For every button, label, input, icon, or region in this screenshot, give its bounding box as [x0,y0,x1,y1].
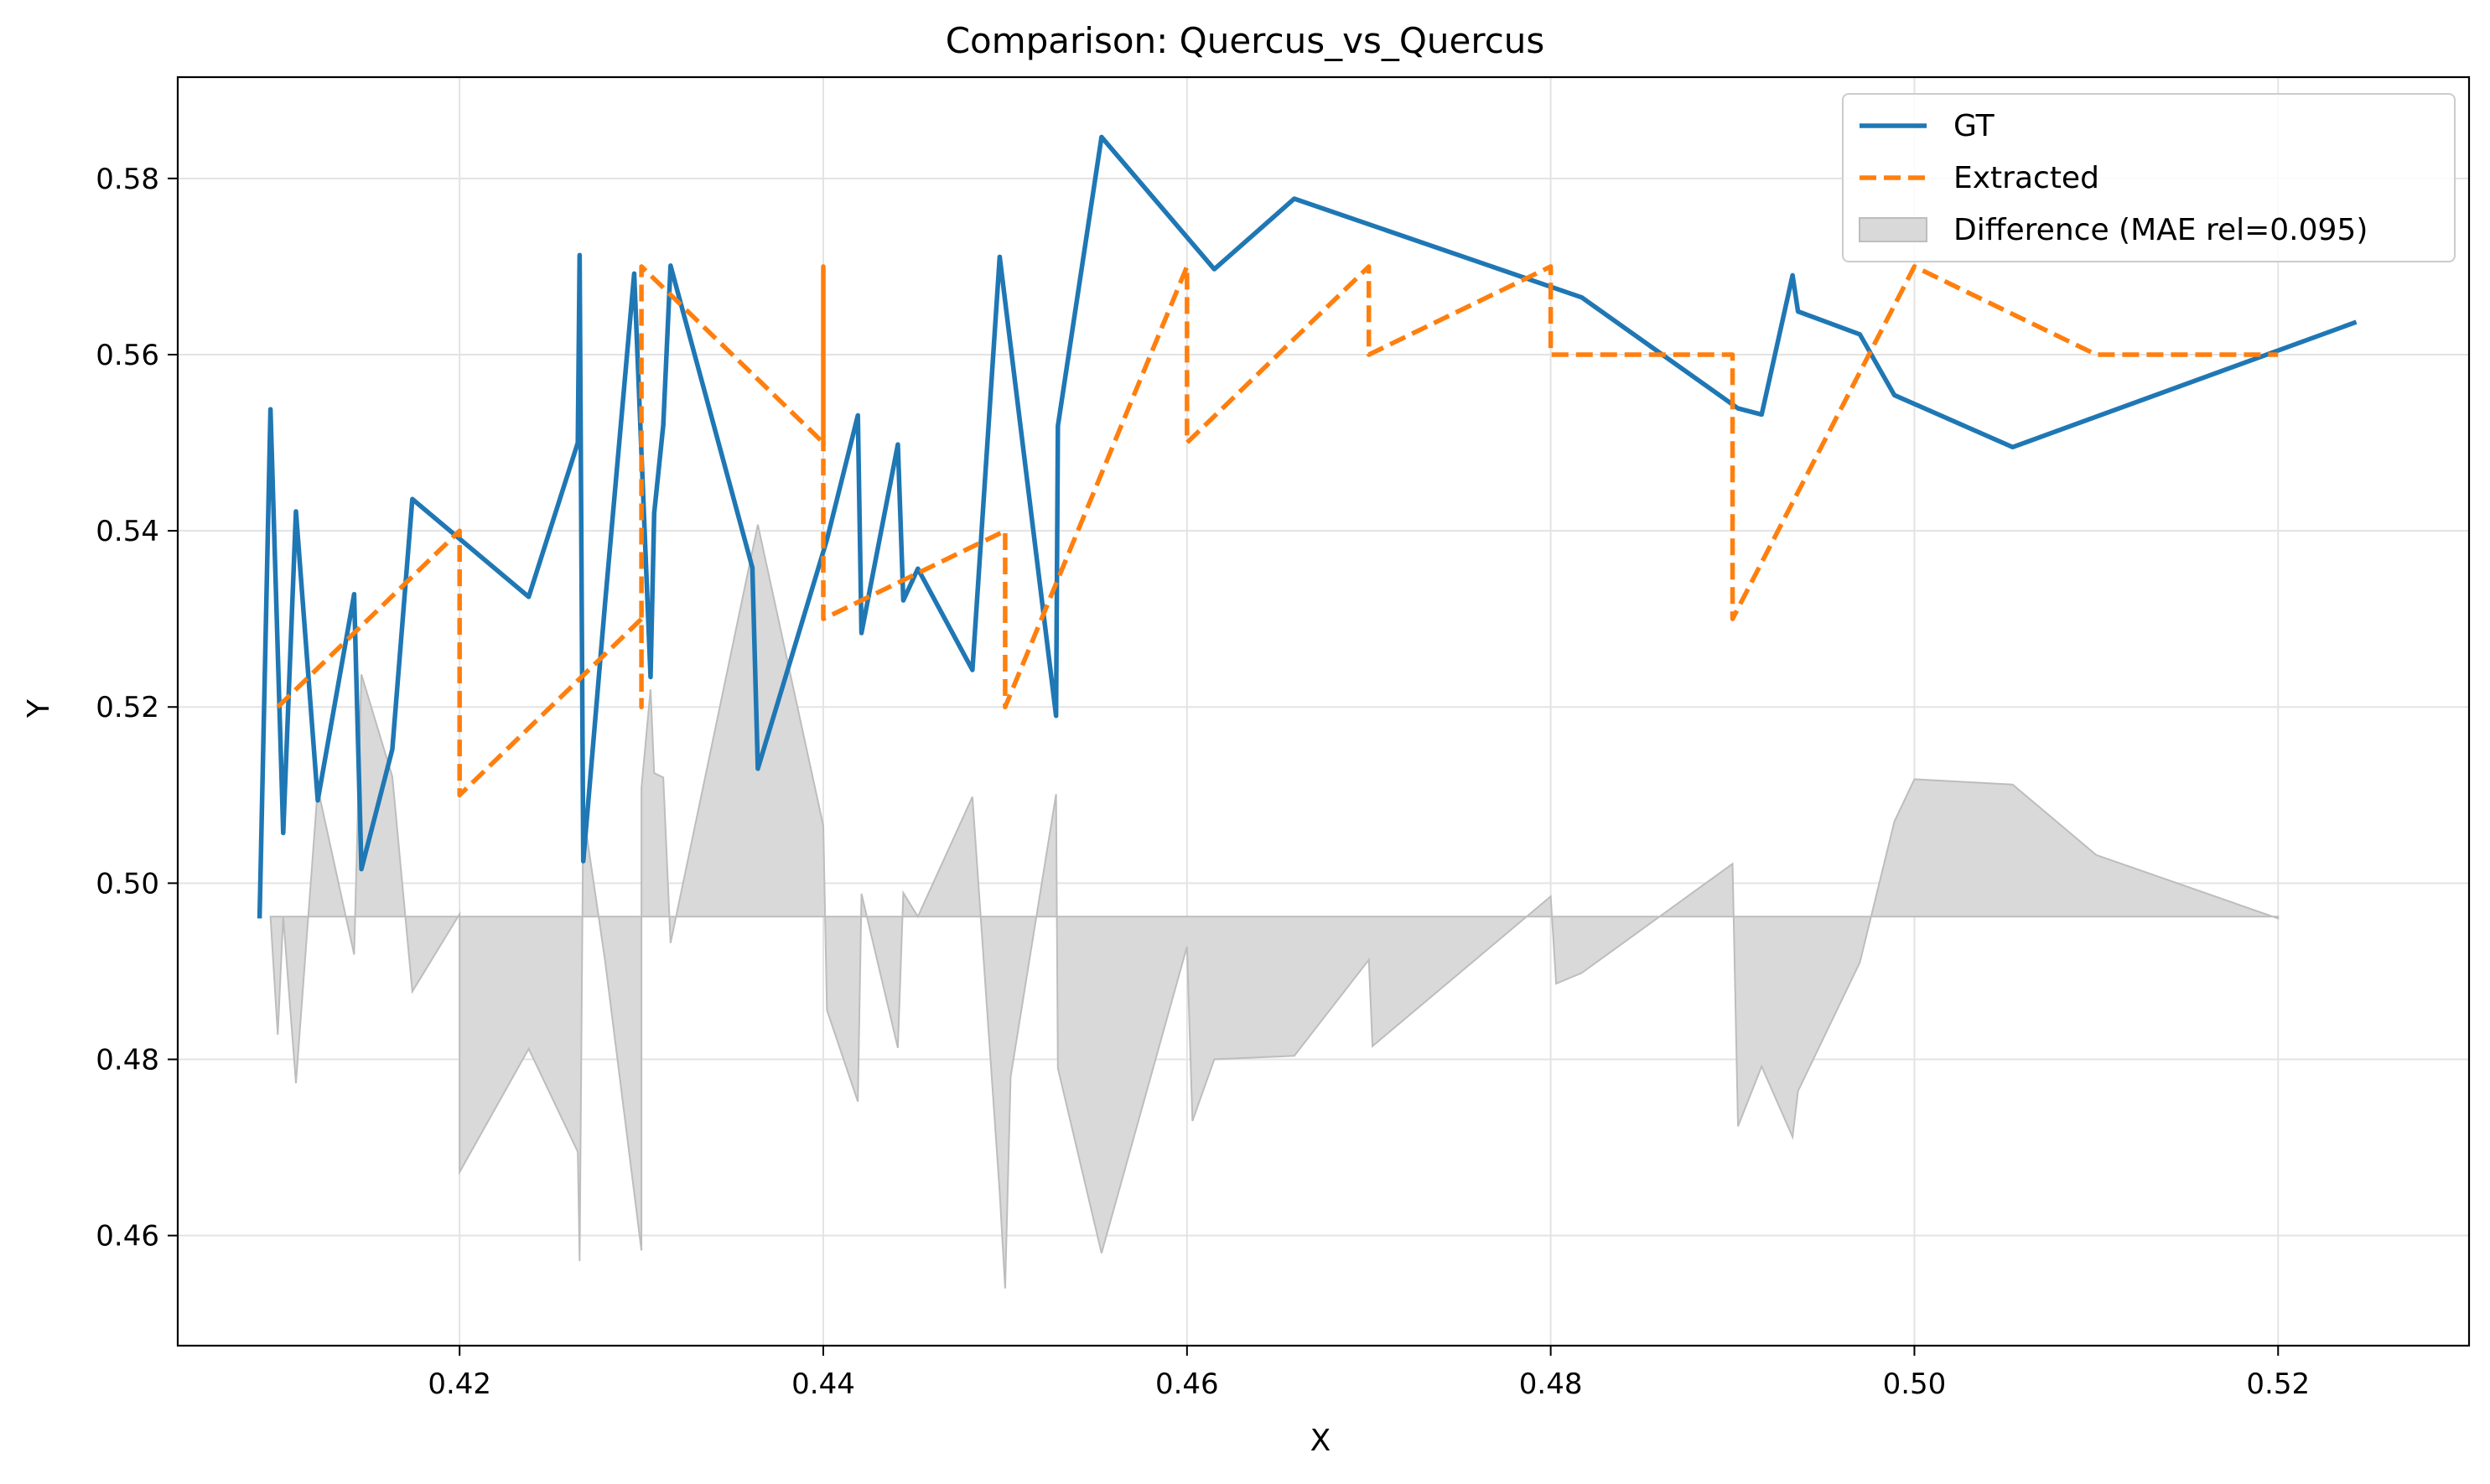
x-axis-label: X [1310,1424,1331,1458]
y-tick-label-5: 0.56 [96,339,159,372]
plot-frame [176,75,2471,1347]
x-tick-label-2: 0.46 [1155,1367,1219,1401]
chart-title: Comparison: Quercus_vs_Quercus [946,20,1545,61]
legend-label-difference: Difference (MAE rel=0.095) [1953,213,2368,247]
x-tick-label-1: 0.44 [791,1367,855,1401]
y-tick-label-1: 0.48 [96,1044,159,1077]
y-tick-label-4: 0.54 [96,515,159,548]
axis-ticks: 0.42 0.44 0.46 0.48 0.50 0.52 0.46 0.48 0.50 0.52… [96,163,2310,1401]
y-axis-label: Y [22,698,56,719]
y-tick-label-0: 0.46 [96,1220,159,1253]
legend-label-gt: GT [1953,109,1995,143]
x-tick-label-0: 0.42 [428,1367,491,1401]
legend-label-extracted: Extracted [1953,161,2099,195]
series-line-gt [257,134,2358,919]
x-tick-label-5: 0.52 [2246,1367,2310,1401]
legend: GT Extracted Difference (MAE rel=0.095) [1842,93,2456,262]
y-tick-label-6: 0.58 [96,163,159,196]
series-lines-layer [257,134,2358,919]
x-tick-label-3: 0.48 [1519,1367,1583,1401]
legend-box [1842,93,2456,262]
legend-swatch-difference [1859,217,1927,242]
x-tick-label-4: 0.50 [1883,1367,1947,1401]
y-tick-label-2: 0.50 [96,867,159,900]
series-line-extracted [276,264,2279,798]
y-tick-label-3: 0.52 [96,691,159,724]
